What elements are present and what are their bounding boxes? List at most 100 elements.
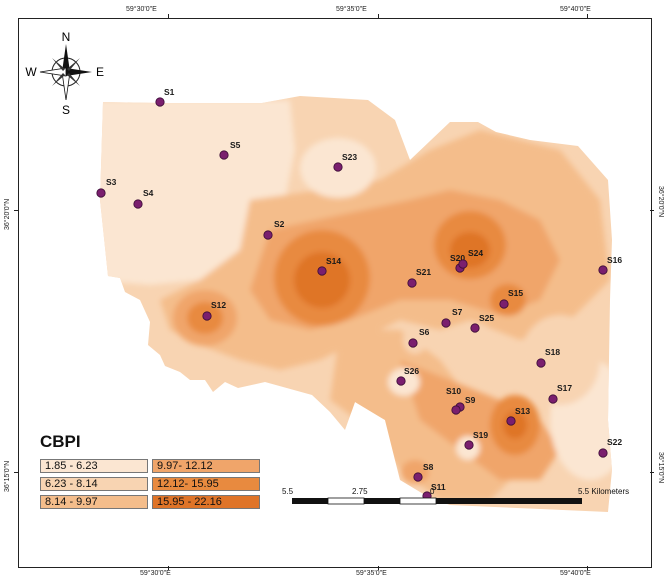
station-s21[interactable]: S21 [407,267,432,288]
north-arrow-point [62,44,70,72]
station-label: S2 [274,219,285,229]
station-s23[interactable]: S23 [333,152,358,172]
coord-top-1: 59°30'0"E [126,6,157,13]
station-label: S3 [106,177,117,187]
coord-bottom-3: 59°40'0"E [560,570,591,577]
north-arrow: N S E W [25,30,104,117]
coord-tick [650,472,654,473]
legend-label: 1.85 - 6.23 [45,460,98,472]
station-label: S1 [164,87,175,97]
coord-tick [168,566,169,570]
station-label: S26 [404,366,419,376]
coord-tick [14,472,18,473]
compass-spoke [67,73,80,86]
station-label: S20 [450,253,465,263]
legend-swatch [152,459,260,473]
scale-segment [364,498,400,504]
legend-label: 6.23 - 8.14 [45,478,98,490]
station-s1[interactable]: S1 [155,87,175,107]
station-s4[interactable]: S4 [133,188,154,209]
station-label: S11 [431,482,446,492]
station-label: S8 [423,462,434,472]
legend-label: 8.14 - 9.97 [45,496,98,508]
coord-tick [14,210,18,211]
station-s13[interactable]: S13 [506,406,531,426]
legend-label: 12.12- 15.95 [157,478,219,490]
legend-swatch [40,477,148,491]
station-s2[interactable]: S2 [263,219,285,240]
station-label: S19 [473,430,488,440]
station-label: S15 [508,288,523,298]
scale-segment [436,498,582,504]
legend-swatch [40,495,148,509]
legend-label: 9.97- 12.12 [157,460,213,472]
coord-top-3: 59°40'0"E [560,6,591,13]
station-s25[interactable]: S25 [470,313,495,333]
coord-bottom-1: 59°30'0"E [140,570,171,577]
station-label: S7 [452,307,463,317]
station-label: S4 [143,188,154,198]
coord-tick [650,210,654,211]
coord-tick [587,14,588,18]
scale-tick-label: 0 [430,487,435,496]
station-label: S24 [468,248,483,258]
station-s26[interactable]: S26 [396,366,420,386]
legend-item: 9.97- 12.12 [152,459,260,473]
scale-segment [292,498,328,504]
station-s17[interactable]: S17 [548,383,573,404]
legend-item: 12.12- 15.95 [152,477,260,491]
station-s16[interactable]: S16 [598,255,623,275]
interpolation-surface [100,96,612,512]
station-s19[interactable]: S19 [464,430,489,450]
legend-swatch [152,477,260,491]
station-s22[interactable]: S22 [598,437,623,458]
coord-tick [378,566,379,570]
south-label: S [62,103,70,117]
station-label: S22 [607,437,622,447]
compass-spoke [67,58,80,71]
station-s6[interactable]: S6 [408,327,430,348]
station-s5[interactable]: S5 [219,140,241,160]
legend-label: 15.95 - 22.16 [157,496,222,508]
station-s18[interactable]: S18 [536,347,561,368]
scale-bar-segments [292,497,582,505]
legend-swatch [40,459,148,473]
station-s14[interactable]: S14 [317,256,342,276]
station-label: S10 [446,386,461,396]
station-s12[interactable]: S12 [202,300,227,321]
legend-title: CBPI [40,432,81,451]
station-label: S12 [211,300,226,310]
station-label: S23 [342,152,357,162]
station-label: S5 [230,140,241,150]
legend-item: 1.85 - 6.23 [40,459,148,473]
coord-top-2: 59°35'0"E [336,6,367,13]
station-label: S16 [607,255,622,265]
legend-item: 8.14 - 9.97 [40,495,148,509]
compass-spoke [52,73,65,86]
station-label: S6 [419,327,430,337]
scale-tick-label: 5.5 [282,487,294,496]
station-s3[interactable]: S3 [96,177,117,198]
station-s7[interactable]: S7 [441,307,463,328]
station-label: S21 [416,267,431,277]
north-label: N [62,30,71,44]
legend-item: 15.95 - 22.16 [152,495,260,509]
station-s8[interactable]: S8 [413,462,434,482]
station-s15[interactable]: S15 [499,288,524,309]
scale-bar: 5.5 2.75 0 5.5 Kilometers [282,487,629,505]
east-arrow-point [66,68,92,76]
west-label: W [25,65,37,79]
legend-item: 6.23 - 8.14 [40,477,148,491]
station-label: S14 [326,256,341,266]
coord-bottom-2: 59°35'0"E [356,570,387,577]
station-label: S13 [515,406,530,416]
station-s24[interactable]: S24 [458,248,484,269]
station-label: S25 [479,313,494,323]
station-layer: S1 S2 S3 S4 S5 S6 S7 S8 S9 S10 S11 S12 S… [96,87,623,501]
coord-tick [587,566,588,570]
compass-spoke [52,58,65,71]
station-label: S18 [545,347,560,357]
station-label: S17 [557,383,572,393]
station-s10[interactable]: S10 [446,386,461,415]
